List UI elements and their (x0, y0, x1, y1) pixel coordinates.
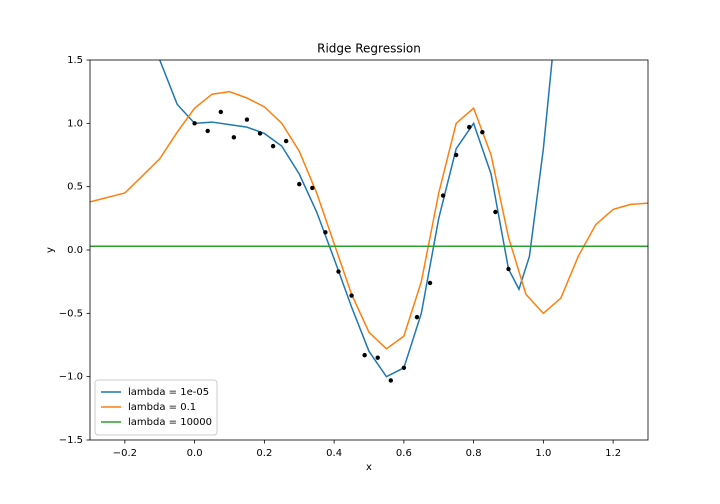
legend-label: lambda = 0.1 (128, 402, 196, 413)
scatter-point (205, 128, 210, 134)
line (159, 60, 553, 378)
scatter-point (257, 131, 263, 136)
scatter-point (231, 135, 237, 140)
x-tick-label: 1.0 (535, 448, 551, 459)
scatter-point (283, 138, 289, 144)
scatter-point (349, 293, 354, 298)
x-tick-label: 0.6 (396, 448, 412, 459)
x-tick-label: −0.2 (113, 448, 137, 459)
legend-label: lambda = 10000 (128, 417, 212, 428)
x-axis-label: x (366, 462, 372, 473)
plot-frame (89, 59, 649, 441)
scatter-point (375, 355, 380, 360)
scatter-point (453, 152, 459, 158)
scatter-point (401, 365, 407, 370)
scatter-point (323, 230, 328, 235)
x-tick-label: 0.8 (466, 448, 482, 459)
y-tick-label: −1.0 (59, 372, 83, 383)
scatter-point (414, 314, 420, 320)
scatter-point (427, 280, 433, 286)
scatter-point (480, 130, 485, 135)
scatter-point (192, 121, 197, 126)
line (90, 90, 648, 350)
scatter-point (440, 193, 446, 198)
y-tick-label: 1.5 (67, 55, 83, 66)
legend-label: lambda = 1e-05 (128, 387, 209, 398)
y-tick-label: −1.5 (59, 435, 83, 446)
scatter-point (297, 181, 302, 187)
x-tick-label: 0.4 (326, 448, 342, 459)
scatter-point (310, 185, 315, 191)
scatter-point (362, 352, 367, 358)
y-axis-label: y (45, 247, 56, 253)
x-tick-label: 1.2 (605, 448, 621, 459)
scatter-point (244, 117, 250, 122)
scatter-point (336, 269, 341, 274)
y-tick-label: 0.0 (67, 245, 83, 256)
scatter-point (467, 124, 472, 130)
y-tick-label: 1.0 (67, 118, 83, 129)
y-tick-label: −0.5 (59, 308, 83, 319)
scatter-point (506, 266, 511, 272)
legend-box (94, 379, 218, 436)
y-tick-label: 0.5 (67, 182, 83, 193)
plot-area (90, 60, 648, 383)
scatter-point (493, 209, 498, 215)
chart-title: Ridge Regression (317, 42, 421, 56)
scatter-point (388, 378, 393, 383)
x-tick-label: 0.0 (187, 448, 203, 459)
scatter-point (270, 143, 276, 149)
scatter-point (218, 109, 223, 115)
x-tick-label: 0.2 (256, 448, 272, 459)
